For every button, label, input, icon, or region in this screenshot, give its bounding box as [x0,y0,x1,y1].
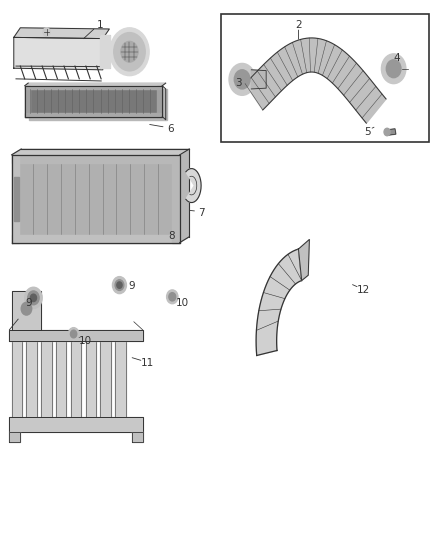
Circle shape [121,42,138,62]
Circle shape [229,63,255,95]
Polygon shape [180,149,189,243]
Polygon shape [85,342,96,417]
Polygon shape [157,86,162,117]
Text: 3: 3 [235,78,242,88]
Circle shape [117,282,122,288]
Circle shape [68,328,79,341]
Text: 10: 10 [78,336,92,346]
Text: 6: 6 [167,124,173,134]
Polygon shape [251,70,266,89]
Polygon shape [12,149,189,155]
Polygon shape [41,342,52,417]
Polygon shape [245,38,386,123]
Polygon shape [29,89,166,120]
Circle shape [386,60,401,78]
Polygon shape [12,235,180,243]
Polygon shape [14,28,110,38]
Polygon shape [25,114,162,117]
Circle shape [25,287,42,309]
Polygon shape [115,342,126,417]
Circle shape [43,28,50,36]
Polygon shape [186,168,201,203]
Polygon shape [25,86,30,117]
Text: 8: 8 [169,231,175,241]
Polygon shape [19,158,172,238]
Polygon shape [12,155,180,163]
Circle shape [71,330,77,338]
Text: 9: 9 [128,281,135,290]
Polygon shape [14,177,19,221]
Polygon shape [12,155,19,243]
Polygon shape [12,155,180,243]
Polygon shape [387,129,396,135]
Circle shape [166,290,178,304]
Polygon shape [298,239,309,280]
Polygon shape [26,342,37,417]
Text: 1: 1 [97,20,103,30]
Polygon shape [12,342,22,417]
Circle shape [113,277,127,294]
Circle shape [115,280,124,290]
Text: 12: 12 [357,286,370,295]
Circle shape [234,70,250,89]
Polygon shape [56,342,67,417]
Polygon shape [12,292,41,330]
Text: 5: 5 [364,127,371,137]
Polygon shape [71,342,81,417]
Circle shape [381,54,406,84]
Circle shape [21,302,32,315]
Circle shape [30,294,36,302]
Polygon shape [25,86,162,89]
Polygon shape [132,432,143,442]
Polygon shape [25,83,166,86]
Polygon shape [172,155,180,243]
Polygon shape [100,342,111,417]
Polygon shape [10,330,143,342]
Bar [221,14,428,142]
Polygon shape [14,37,103,70]
Circle shape [169,293,176,301]
Polygon shape [10,417,143,432]
Text: 10: 10 [175,297,188,308]
Polygon shape [10,432,20,442]
Circle shape [114,33,145,71]
Circle shape [110,28,149,76]
Text: 4: 4 [394,53,400,63]
Text: 9: 9 [26,297,32,308]
Circle shape [384,128,390,136]
Text: 7: 7 [198,208,205,219]
Text: 2: 2 [295,20,302,30]
Circle shape [28,291,39,305]
Polygon shape [25,86,162,117]
Text: 11: 11 [141,358,155,368]
Polygon shape [99,35,110,68]
Polygon shape [256,249,302,356]
